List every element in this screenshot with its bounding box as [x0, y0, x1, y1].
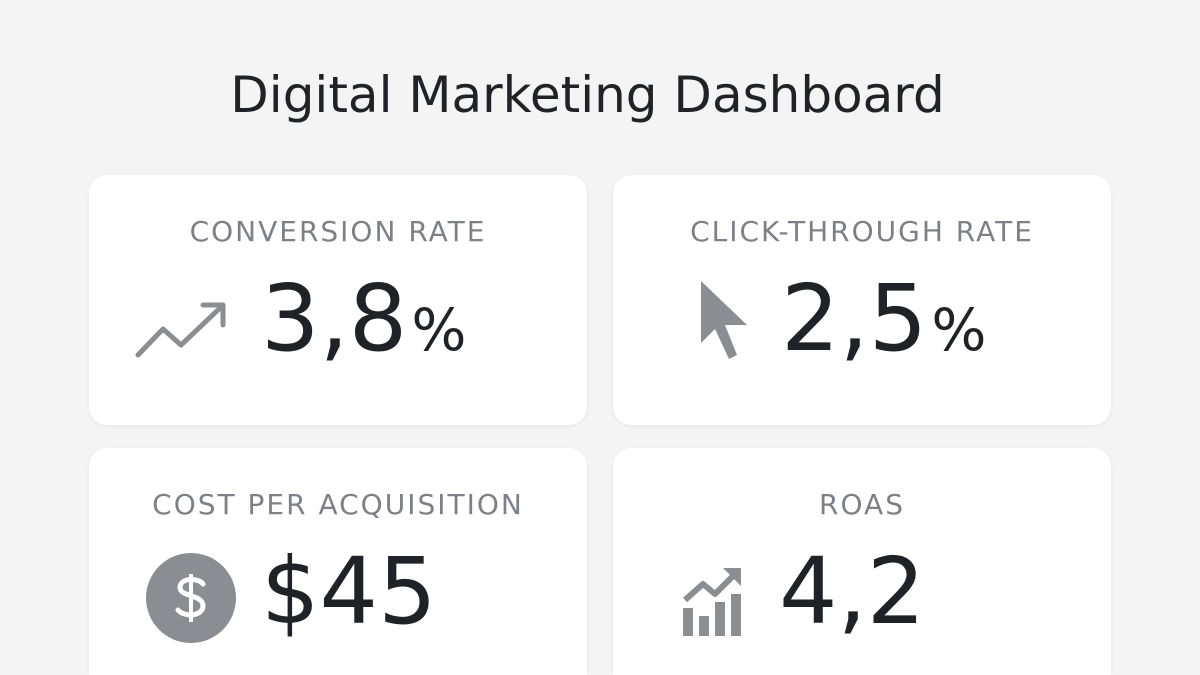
metric-card: ROAS 4,2 [613, 448, 1111, 675]
value-number: $45 [261, 538, 437, 645]
value-number: 4,2 [779, 538, 926, 645]
metric-label: ROAS [819, 488, 905, 521]
metric-value: $45 [261, 546, 437, 638]
value-number: 3,8 [261, 265, 408, 372]
dollar-icon [146, 553, 236, 643]
metric-label: CLICK-THROUGH RATE [690, 215, 1034, 248]
dashboard-title: Digital Marketing Dashboard [230, 66, 945, 124]
value-unit: % [931, 296, 987, 364]
metric-card: CLICK-THROUGH RATE 2,5% [613, 175, 1111, 425]
metric-label: CONVERSION RATE [189, 215, 487, 248]
value-unit: % [411, 296, 467, 364]
roas-icon [683, 568, 741, 636]
metric-card: CONVERSION RATE 3,8% [89, 175, 587, 425]
metric-card: COST PER ACQUISITION $45 [89, 448, 587, 675]
metric-value: 3,8% [261, 273, 466, 365]
cursor-icon [701, 281, 747, 359]
trend-icon [135, 302, 226, 358]
metric-label: COST PER ACQUISITION [152, 488, 524, 521]
value-number: 2,5 [781, 265, 928, 372]
metric-value: 4,2 [779, 546, 925, 638]
metric-value: 2,5% [781, 273, 986, 365]
